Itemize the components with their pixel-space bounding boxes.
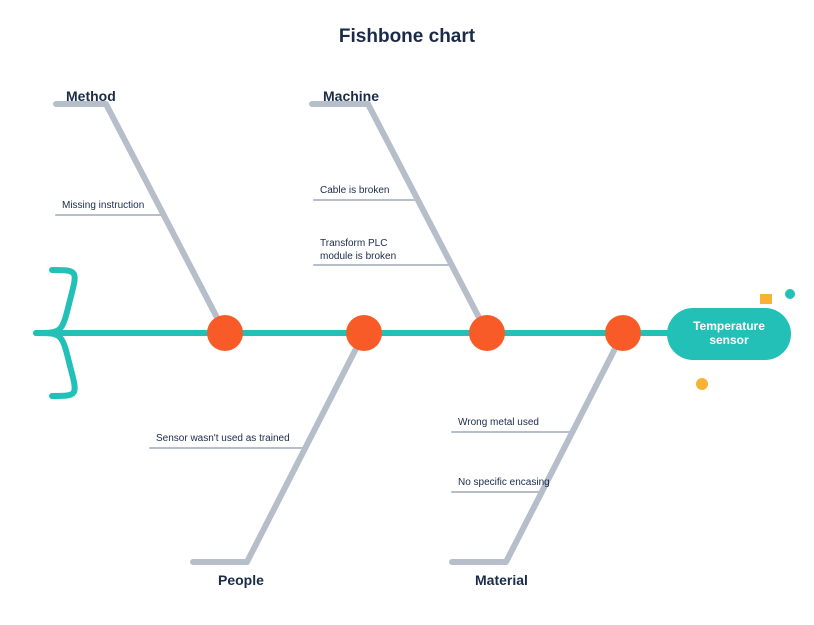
- effect-head-line2: sensor: [709, 333, 748, 347]
- cause-people-0: Sensor wasn't used as trained: [156, 433, 290, 446]
- category-method-label: Method: [66, 88, 116, 104]
- effect-head-label: Temperature sensor: [667, 319, 791, 347]
- fishbone-svg: [0, 0, 814, 625]
- effect-head-line1: Temperature: [693, 319, 765, 333]
- cause-material-1: No specific encasing: [458, 477, 550, 490]
- fishbone-canvas: Fishbone chart Method Machine People Mat…: [0, 0, 814, 625]
- cause-machine-1: Transform PLCmodule is broken: [320, 238, 396, 263]
- cause-material-0: Wrong metal used: [458, 417, 539, 430]
- category-machine-label: Machine: [323, 88, 379, 104]
- cause-machine-0: Cable is broken: [320, 185, 389, 198]
- category-material-label: Material: [475, 572, 528, 588]
- category-people-label: People: [218, 572, 264, 588]
- cause-method-0: Missing instruction: [62, 200, 144, 213]
